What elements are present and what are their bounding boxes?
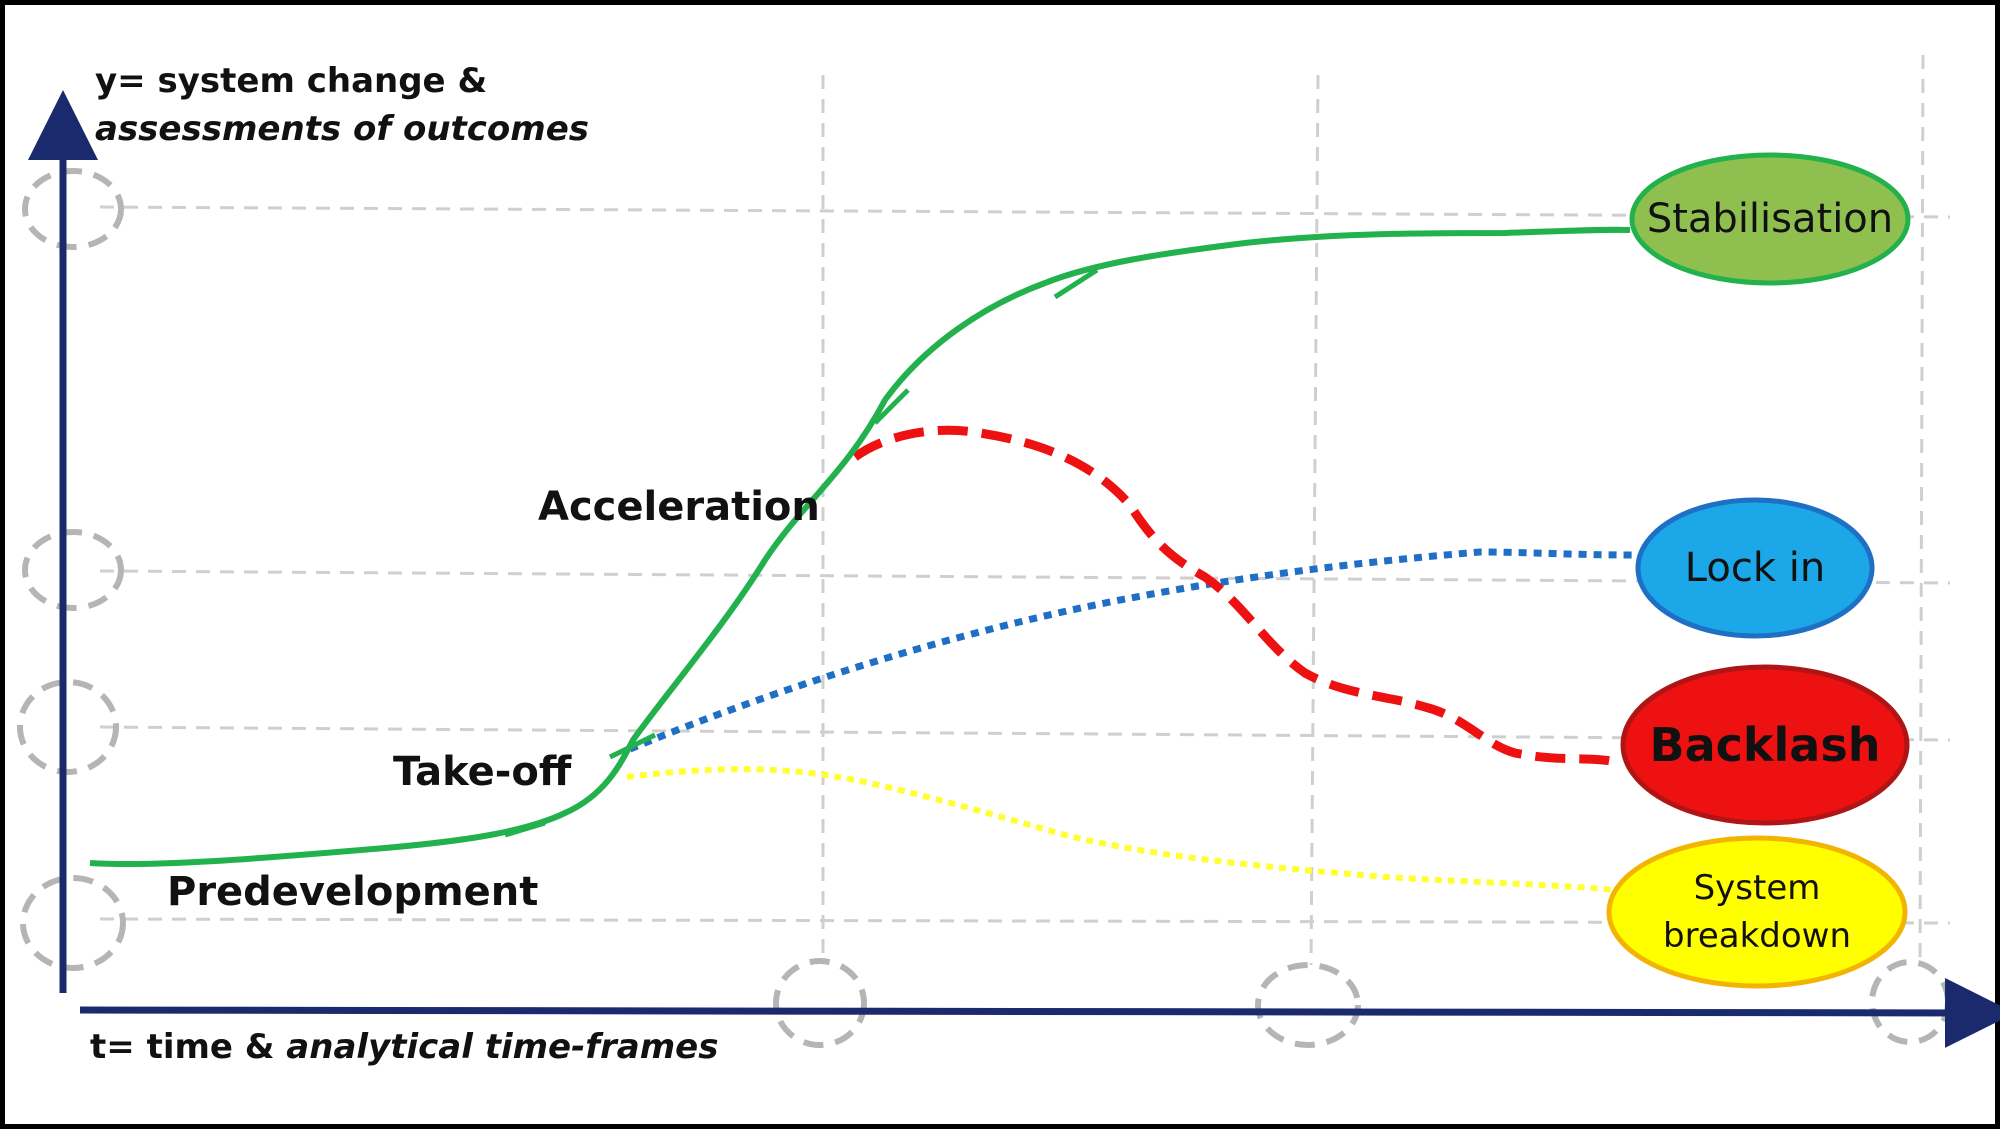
- backlash-label: Backlash: [1649, 718, 1881, 772]
- y-marker-upper: [22, 529, 124, 611]
- curve-stroke-overlap-3: [1053, 267, 1099, 300]
- curve-stroke-overlap-1: [608, 732, 657, 760]
- y-axis-title-line1: y= system change &: [95, 61, 488, 101]
- main-transition-curve: [89, 226, 1631, 868]
- grid-v-2: [1309, 74, 1320, 966]
- breakdown-label-line2: breakdown: [1663, 916, 1851, 956]
- lockin-curve: [628, 548, 1634, 753]
- y-marker-lower: [20, 875, 126, 971]
- backlash-oval: [1620, 664, 1910, 826]
- breakdown-oval: [1606, 835, 1908, 989]
- curve-stroke-overlap-4: [504, 820, 546, 838]
- grid-v-3: [1918, 54, 1925, 966]
- stabilisation-label: Stabilisation: [1646, 196, 1894, 242]
- x-axis: [79, 977, 2000, 1048]
- x-axis-title-plain: t= time &: [90, 1027, 287, 1067]
- backlash-curve: [852, 425, 1622, 768]
- stabilisation-oval: [1629, 152, 1911, 286]
- breakdown-curve: [626, 766, 1616, 893]
- y-marker-top: [22, 168, 124, 250]
- lockin-label: Lock in: [1684, 545, 1826, 591]
- phase-label-predevelopment: Predevelopment: [167, 869, 539, 915]
- x-marker-2: [1255, 962, 1361, 1048]
- x-marker-1: [773, 958, 867, 1048]
- x-axis-title: t= time & analytical time-frames: [90, 1023, 718, 1071]
- curve-stroke-overlap-2: [873, 388, 910, 425]
- y-axis-title-line2: assessments of outcomes: [95, 109, 590, 149]
- phase-label-acceleration: Acceleration: [538, 484, 820, 530]
- transition-diagram: [17, 54, 2000, 1048]
- y-marker-middle: [17, 679, 119, 775]
- breakdown-label-line1: System: [1693, 868, 1821, 908]
- phase-label-takeoff: Take-off: [393, 749, 572, 795]
- lockin-oval: [1635, 497, 1875, 639]
- x-axis-title-italic: analytical time-frames: [286, 1027, 719, 1067]
- breakdown-label: System breakdown: [1609, 838, 1905, 986]
- y-axis-title: y= system change & assessments of outcom…: [95, 57, 589, 153]
